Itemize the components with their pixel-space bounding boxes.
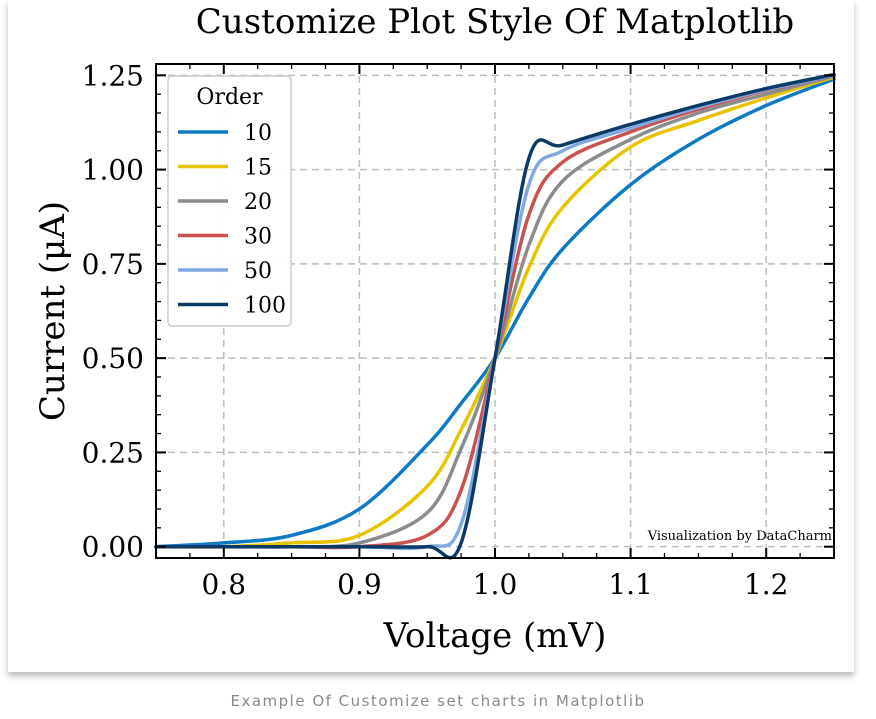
legend-label-30: 30	[244, 225, 272, 250]
legend-label-20: 20	[244, 190, 272, 215]
y-tick-label: 1.25	[82, 59, 144, 92]
watermark-annotation: Visualization by DataCharm	[647, 529, 832, 544]
series-line-100	[154, 72, 836, 560]
legend-label-15: 15	[244, 156, 272, 181]
figure-caption: Example Of Customize set charts in Matpl…	[230, 692, 646, 710]
x-tick-label: 0.8	[202, 568, 247, 601]
x-tick-label: 0.9	[337, 568, 382, 601]
figure-card: Customize Plot Style Of Matplotlib 0.8 0.…	[8, 0, 854, 672]
x-tick-label: 1.1	[608, 568, 653, 601]
y-tick-label: 0.25	[82, 436, 144, 469]
x-axis-label: Voltage (mV)	[383, 616, 607, 656]
legend-label-50: 50	[244, 259, 272, 284]
y-axis-label: Current (μA)	[33, 201, 73, 421]
plot-frame	[155, 63, 835, 559]
x-tick-label: 1.0	[473, 568, 518, 601]
chart-title: Customize Plot Style Of Matplotlib	[196, 2, 794, 42]
x-tick-label: 1.2	[744, 568, 789, 601]
y-tick-label: 0.75	[82, 248, 144, 281]
legend-title: Order	[196, 85, 263, 110]
legend-label-10: 10	[244, 121, 272, 146]
y-tick-label: 1.00	[82, 154, 144, 187]
legend-box	[167, 75, 292, 327]
chart: Customize Plot Style Of Matplotlib 0.8 0.…	[33, 2, 836, 656]
legend-label-100: 100	[244, 294, 286, 319]
y-tick-label: 0.50	[82, 342, 144, 375]
y-tick-label: 0.00	[82, 531, 144, 564]
